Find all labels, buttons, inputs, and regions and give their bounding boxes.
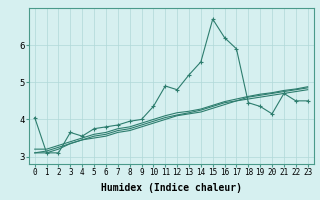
X-axis label: Humidex (Indice chaleur): Humidex (Indice chaleur): [101, 183, 242, 193]
